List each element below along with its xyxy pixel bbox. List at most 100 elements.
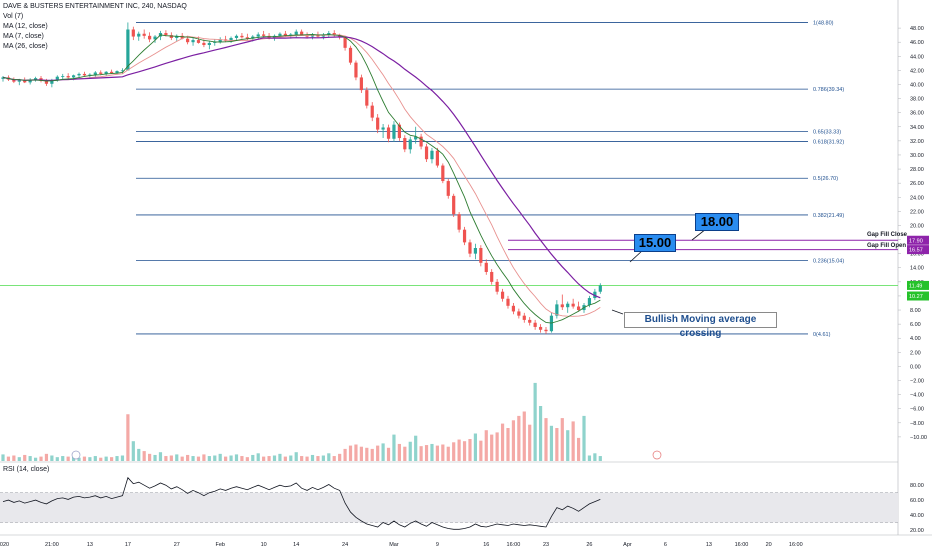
candle-body[interactable] <box>370 105 374 118</box>
candle-body[interactable] <box>283 33 287 36</box>
candle-body[interactable] <box>397 124 401 139</box>
candle-body[interactable] <box>500 291 505 299</box>
candle-body[interactable] <box>71 75 76 78</box>
candle-body[interactable] <box>593 291 597 299</box>
candle-body[interactable] <box>419 136 423 147</box>
candle-body[interactable] <box>435 150 439 166</box>
candle-body[interactable] <box>245 37 249 39</box>
candle-body[interactable] <box>153 36 157 40</box>
candle-body[interactable] <box>218 39 222 42</box>
candle-body[interactable] <box>17 80 21 82</box>
callout-18-label[interactable]: 18.00 <box>695 213 739 231</box>
candle-body[interactable] <box>538 326 543 330</box>
candle-body[interactable] <box>207 42 211 46</box>
candle-body[interactable] <box>327 33 331 36</box>
candle-body[interactable] <box>457 214 461 230</box>
candle-body[interactable] <box>88 74 92 76</box>
candle-body[interactable] <box>354 62 358 78</box>
candle-body[interactable] <box>376 117 380 130</box>
candle-body[interactable] <box>115 71 119 74</box>
candle-body[interactable] <box>571 303 575 307</box>
candle-body[interactable] <box>414 136 418 140</box>
candle-body[interactable] <box>55 76 59 81</box>
dividend-event-icon[interactable] <box>71 450 81 460</box>
candle-body[interactable] <box>392 124 396 139</box>
candle-body[interactable] <box>506 298 510 306</box>
candle-body[interactable] <box>321 35 325 37</box>
candle-body[interactable] <box>148 35 152 40</box>
candle-body[interactable] <box>517 311 521 316</box>
candle-body[interactable] <box>533 322 537 327</box>
candle-body[interactable] <box>175 35 179 38</box>
candle-body[interactable] <box>278 33 282 36</box>
candle-body[interactable] <box>555 304 559 316</box>
candle-body[interactable] <box>202 42 206 46</box>
candle-body[interactable] <box>262 34 266 36</box>
candle-body[interactable] <box>142 33 146 36</box>
candle-body[interactable] <box>131 29 135 37</box>
candle-body[interactable] <box>452 195 456 215</box>
candle-body[interactable] <box>33 78 38 80</box>
candle-body[interactable] <box>23 80 27 83</box>
candle-body[interactable] <box>44 80 49 84</box>
candle-body[interactable] <box>99 72 103 74</box>
candle-body[interactable] <box>446 181 450 196</box>
candle-body[interactable] <box>66 76 70 78</box>
candle-body[interactable] <box>196 40 201 43</box>
candle-body[interactable] <box>1 77 5 79</box>
candle-body[interactable] <box>61 76 65 77</box>
candle-body[interactable] <box>386 127 391 139</box>
candle-body[interactable] <box>180 35 184 39</box>
candle-body[interactable] <box>560 304 564 308</box>
callout-15-label[interactable]: 15.00 <box>634 234 676 252</box>
candle-body[interactable] <box>462 229 467 243</box>
candle-body[interactable] <box>93 72 97 75</box>
earnings-event-icon[interactable] <box>652 450 662 460</box>
candle-body[interactable] <box>126 29 130 71</box>
candle-body[interactable] <box>522 315 526 320</box>
candle-body[interactable] <box>12 79 16 82</box>
candle-body[interactable] <box>528 319 532 323</box>
candle-body[interactable] <box>587 298 592 306</box>
candle-body[interactable] <box>50 80 54 84</box>
candle-body[interactable] <box>544 329 548 332</box>
candle-body[interactable] <box>479 248 483 263</box>
candle-body[interactable] <box>403 138 407 150</box>
candle-body[interactable] <box>441 165 445 182</box>
candle-body[interactable] <box>164 33 168 36</box>
candle-body[interactable] <box>576 306 581 311</box>
candle-body[interactable] <box>381 127 385 130</box>
candle-body[interactable] <box>484 262 488 272</box>
candle-body[interactable] <box>430 150 434 160</box>
candle-body[interactable] <box>137 33 141 37</box>
candle-body[interactable] <box>343 37 347 48</box>
candle-body[interactable] <box>300 31 304 36</box>
candle-body[interactable] <box>566 303 570 308</box>
candle-body[interactable] <box>365 90 369 106</box>
candle-body[interactable] <box>598 285 602 292</box>
candle-body[interactable] <box>191 40 195 43</box>
candle-body[interactable] <box>77 73 81 76</box>
candle-body[interactable] <box>234 35 239 38</box>
candle-body[interactable] <box>186 38 190 43</box>
candle-body[interactable] <box>511 305 516 312</box>
candle-body[interactable] <box>338 35 342 38</box>
candle-body[interactable] <box>104 71 108 74</box>
candle-body[interactable] <box>348 47 353 63</box>
candle-body[interactable] <box>294 31 298 35</box>
candle-body[interactable] <box>408 139 412 150</box>
candle-body[interactable] <box>332 33 336 36</box>
candle-body[interactable] <box>495 281 499 292</box>
candle-body[interactable] <box>251 36 255 39</box>
candle-body[interactable] <box>424 146 429 160</box>
bullish-ma-cross-annotation[interactable]: Bullish Moving average crossing <box>624 312 777 339</box>
candle-body[interactable] <box>110 71 114 74</box>
candle-body[interactable] <box>82 73 87 76</box>
candle-body[interactable] <box>28 79 32 83</box>
candle-body[interactable] <box>468 242 472 254</box>
candle-body[interactable] <box>359 77 363 91</box>
candle-body[interactable] <box>120 70 125 72</box>
candle-body[interactable] <box>256 34 260 37</box>
